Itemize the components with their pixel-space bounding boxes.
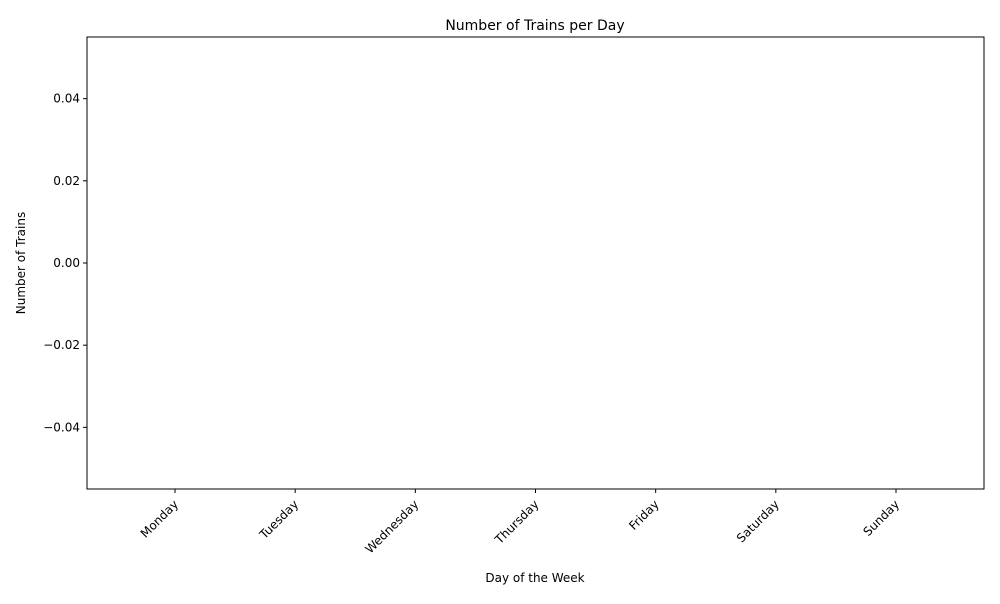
plot-frame	[86, 36, 985, 490]
x-axis: Monday Tuesday Wednesday Thursday Friday Satu…	[138, 489, 902, 556]
y-tick-label: 0.00	[53, 256, 80, 270]
chart-title: Number of Trains per Day	[445, 18, 624, 34]
y-axis: 0.04 0.02 0.00 −0.02 −0.04	[43, 92, 87, 434]
x-tick-label: Tuesday	[256, 497, 301, 542]
y-tick-label: 0.02	[53, 174, 80, 188]
x-tick-label: Monday	[138, 497, 181, 540]
x-tick-label: Thursday	[492, 497, 542, 547]
x-tick-label: Sunday	[860, 497, 902, 539]
x-tick-label: Saturday	[734, 497, 782, 545]
x-axis-label: Day of the Week	[485, 571, 584, 585]
y-tick-label: −0.04	[43, 420, 80, 434]
y-axis-label: Number of Trains	[14, 212, 28, 314]
x-tick-label: Friday	[626, 497, 662, 533]
x-tick-label: Wednesday	[362, 497, 421, 556]
y-tick-label: 0.04	[53, 92, 80, 106]
y-tick-label: −0.02	[43, 338, 80, 352]
